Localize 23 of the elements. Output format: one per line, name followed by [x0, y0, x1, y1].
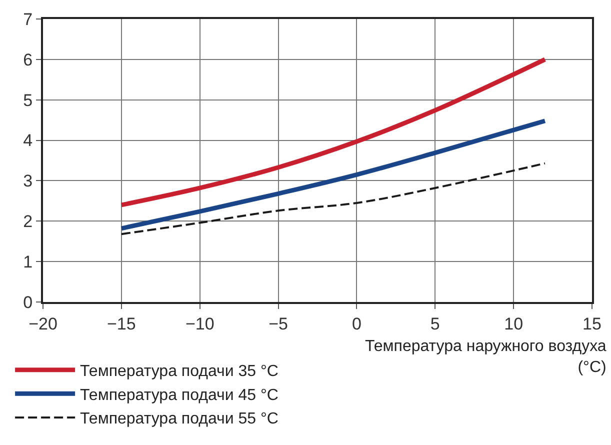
x-tick-label: −5: [268, 314, 288, 334]
legend-label: Температура подачи 35 °C: [80, 363, 278, 380]
legend-label: Температура подачи 55 °C: [80, 410, 278, 428]
y-tick-label: 0: [23, 292, 33, 312]
x-tick-label: 0: [352, 314, 362, 334]
y-tick-label: 4: [23, 131, 33, 150]
x-tick-label: 5: [430, 314, 440, 334]
x-tick-label: −20: [28, 314, 58, 334]
y-tick-label: 2: [23, 212, 33, 232]
x-axis-title: Температура наружного воздуха (°C): [365, 338, 606, 376]
y-tick-label: 5: [23, 90, 33, 110]
line-series: [119, 118, 548, 231]
x-tick-label: 10: [504, 314, 524, 334]
line-series: [120, 162, 546, 236]
x-tick-label: 15: [582, 314, 602, 334]
x-tick-label: −10: [185, 314, 214, 334]
x-tick-label: −15: [107, 314, 136, 334]
legend-label: Температура подачи 45 °C: [80, 386, 278, 404]
y-tick-label: 1: [23, 252, 33, 272]
y-tick-label: 6: [23, 50, 33, 70]
y-tick-label: 7: [23, 10, 33, 29]
line-series: [119, 57, 548, 208]
y-tick-label: 3: [23, 172, 33, 191]
